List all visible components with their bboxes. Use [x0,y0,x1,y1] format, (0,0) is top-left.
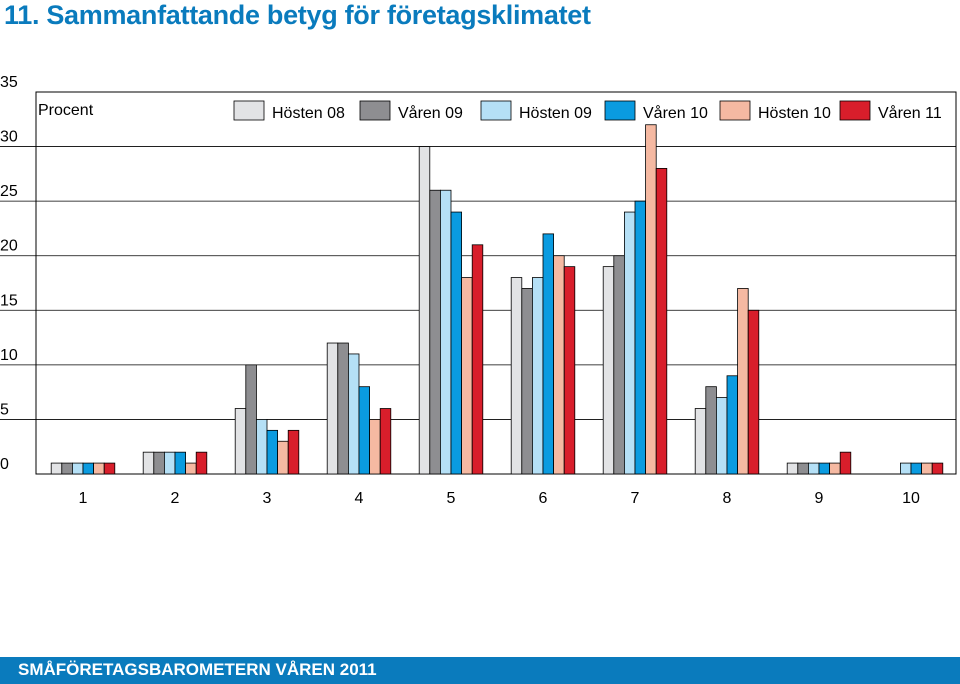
legend: Hösten 08 Våren 09 Hösten 09 Våren 10 Hösten… [233,100,942,122]
bar [726,375,739,475]
x-tick-label: 5 [447,490,456,507]
y-tick-label: 20 [0,238,18,255]
bar [379,408,392,475]
bar [900,462,912,475]
x-tick-label: 7 [631,490,640,507]
y-tick-label: 10 [0,347,18,364]
bar [829,462,841,475]
x-tick-label: 8 [723,490,732,507]
y-tick-label: 0 [0,456,9,473]
bar [471,244,484,475]
bar [185,462,197,475]
bar [716,397,728,475]
legend-swatch [719,100,751,121]
y-tick-label: 5 [0,401,9,418]
bar [418,146,431,475]
bar [808,462,820,475]
bar [369,419,381,475]
bar [337,342,349,475]
bar [624,211,636,475]
bar [234,408,247,475]
bar [839,451,852,475]
legend-label: Hösten 10 [758,105,831,122]
bar [439,189,452,475]
legend-swatch [480,100,512,121]
bar [326,342,339,475]
bar [921,462,933,475]
legend-swatch [839,100,871,121]
legend-label: Hösten 09 [519,105,592,122]
bar [142,451,155,475]
x-tick-label: 4 [355,490,364,507]
bar [910,462,923,475]
bar [542,233,555,475]
x-tick-label: 6 [539,490,548,507]
legend-label: Våren 09 [398,104,463,122]
legend-swatch [359,100,391,121]
bar [602,266,615,475]
bar [532,277,544,475]
y-axis-label: Procent [38,102,94,119]
y-tick-label: 30 [0,129,18,146]
legend-swatch [604,100,636,121]
bar [347,353,360,475]
bar [163,451,176,475]
bar [645,124,657,475]
x-tick-label: 1 [79,490,88,507]
plot-frame [35,91,957,475]
y-tick-label: 35 [0,74,18,91]
legend-swatch [233,100,265,121]
bar [255,419,268,475]
y-tick-label: 25 [0,183,18,200]
bar-chart: 0 5 10 15 20 25 30 35 1 2 3 4 5 6 7 8 9 10 Procent Höste… [0,74,957,507]
bar [737,288,749,475]
x-tick-label: 3 [263,490,272,507]
legend-label: Hösten 08 [272,105,345,122]
footer-text: SMÅFÖRETAGSBAROMETERN VÅREN 2011 [18,660,377,679]
legend-label: Våren 11 [878,104,942,122]
bar [72,462,84,475]
bar [195,451,208,475]
x-axis-ticks: 1 2 3 4 5 6 7 8 9 10 [79,490,920,507]
bar [655,167,668,475]
bar [461,277,473,475]
bar [553,255,565,475]
bar [245,364,257,475]
page-title: 11. Sammanfattande betyg för företagskli… [4,0,591,30]
bar [450,211,463,475]
bar [153,451,165,475]
bar [429,189,441,475]
footer-bar: SMÅFÖRETAGSBAROMETERN VÅREN 2011 [0,657,960,684]
bar [50,462,63,475]
bar [818,462,831,475]
bar [174,451,187,475]
x-tick-label: 2 [171,490,180,507]
bar [634,200,647,475]
bar [82,462,95,475]
bar [266,429,279,475]
x-tick-label: 10 [902,490,920,507]
bar [61,462,73,475]
x-tick-label: 9 [815,490,824,507]
bar [797,462,809,475]
y-axis-ticks: 0 5 10 15 20 25 30 35 [0,74,18,473]
bars [50,124,944,475]
bar [277,440,289,475]
bar [510,277,523,475]
bar [705,386,717,475]
bar [287,429,300,475]
legend-label: Våren 10 [643,104,708,122]
y-tick-label: 15 [0,292,18,309]
bar [103,462,116,475]
bar [694,408,707,475]
bar [93,462,105,475]
bar [521,288,533,475]
bar [931,462,944,475]
bar [613,255,625,475]
bar [563,266,576,475]
bar [747,309,760,475]
bar [358,386,371,475]
bar [786,462,799,475]
